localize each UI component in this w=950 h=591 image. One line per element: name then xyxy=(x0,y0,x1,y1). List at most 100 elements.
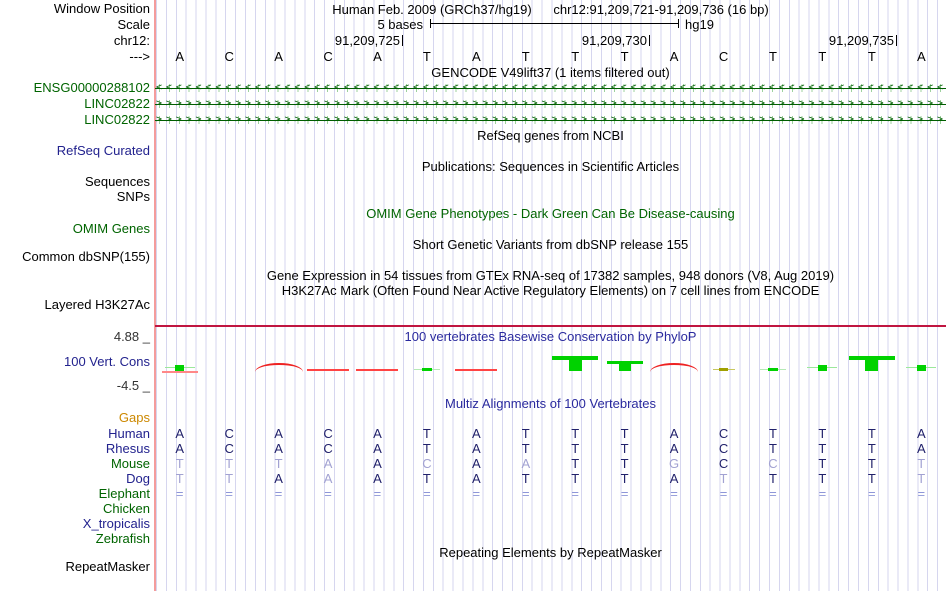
conservation-mark xyxy=(650,363,699,372)
h3k27ac-baseline xyxy=(155,325,946,327)
alignment-base: A xyxy=(323,456,333,471)
alignment-base: = xyxy=(472,486,481,501)
repeatmasker-label[interactable]: RepeatMasker xyxy=(65,559,150,574)
species-label-rhesus[interactable]: Rhesus xyxy=(105,441,150,456)
alignment-base: A xyxy=(521,456,531,471)
alignment-base: T xyxy=(175,471,184,486)
scale-ruler xyxy=(430,19,679,28)
conservation-mark xyxy=(767,368,778,371)
conservation-mark xyxy=(421,368,432,371)
alignment-base: A xyxy=(274,441,283,456)
alignment-base: = xyxy=(423,486,431,501)
alignment-base: T xyxy=(422,426,431,441)
multiz-track-title: Multiz Alignments of 100 Vertebrates xyxy=(444,396,656,411)
ruler-number: 91,209,725 xyxy=(334,33,400,48)
conservation-mark xyxy=(817,365,827,371)
snps-label[interactable]: SNPs xyxy=(116,189,150,204)
species-label-elephant[interactable]: Elephant xyxy=(98,486,150,501)
ruler-tick xyxy=(896,35,897,46)
species-label-chicken[interactable]: Chicken xyxy=(103,501,150,516)
alignment-base: A xyxy=(373,471,382,486)
base-letter: T xyxy=(768,49,777,64)
gaps-label[interactable]: Gaps xyxy=(118,410,150,425)
ruler-number: 91,209,735 xyxy=(828,33,894,48)
alignment-base: T xyxy=(917,471,926,486)
scale-label: Scale xyxy=(117,17,150,32)
conservation-mark xyxy=(356,369,399,371)
base-letter: T xyxy=(422,49,431,64)
species-label-mouse[interactable]: Mouse xyxy=(110,456,150,471)
alignment-base: = xyxy=(868,486,876,501)
alignment-base: T xyxy=(620,426,629,441)
ruler-number: 91,209,730 xyxy=(581,33,647,48)
base-letter: C xyxy=(718,49,729,64)
alignment-base: T xyxy=(867,471,876,486)
conservation-wiggle-track[interactable] xyxy=(155,350,946,382)
base-letter: A xyxy=(175,49,185,64)
layered-h3k27ac-label[interactable]: Layered H3K27Ac xyxy=(44,297,150,312)
alignment-base: T xyxy=(422,441,431,456)
ruler-tick xyxy=(649,35,650,46)
sequences-label[interactable]: Sequences xyxy=(84,174,150,189)
alignment-base: C xyxy=(323,426,333,441)
gene-label-ensg[interactable]: ENSG00000288102 xyxy=(33,80,150,95)
base-letter: A xyxy=(669,49,679,64)
alignment-base: = xyxy=(373,486,382,501)
alignment-base: T xyxy=(867,426,876,441)
alignment-base: = xyxy=(521,486,530,501)
base-letter: C xyxy=(224,49,234,64)
cons-max-label: 4.88 _ xyxy=(113,329,150,344)
conservation-track-title: 100 vertebrates Basewise Conservation by… xyxy=(404,329,697,344)
alignment-base: = xyxy=(324,486,332,501)
alignment-base: = xyxy=(620,486,629,501)
alignment-base: C xyxy=(224,441,234,456)
omim-genes-label[interactable]: OMIM Genes xyxy=(72,221,150,236)
species-label-human[interactable]: Human xyxy=(108,426,150,441)
gene-item-linc02822-2[interactable]: >>>>>>>>>>>>>>>>>>>>>>>>>>>>>>>>>>>>>>>>… xyxy=(155,113,946,127)
gene-item-linc02822-1[interactable]: >>>>>>>>>>>>>>>>>>>>>>>>>>>>>>>>>>>>>>>>… xyxy=(155,97,946,111)
common-dbsnp-label[interactable]: Common dbSNP(155) xyxy=(22,249,150,264)
alignment-base: A xyxy=(274,426,283,441)
alignment-base: T xyxy=(818,456,827,471)
alignment-base: T xyxy=(422,471,431,486)
base-letter: T xyxy=(818,49,827,64)
alignment-base: = xyxy=(769,486,777,501)
species-label-x_tropicalis[interactable]: X_tropicalis xyxy=(82,516,150,531)
alignment-base: A xyxy=(472,471,481,486)
alignment-base: A xyxy=(669,441,679,456)
gene-item-ensg[interactable]: <<<<<<<<<<<<<<<<<<<<<<<<<<<<<<<<<<<<<<<<… xyxy=(155,81,946,95)
alignment-base: T xyxy=(225,471,234,486)
species-label-dog[interactable]: Dog xyxy=(126,471,150,486)
alignment-base: = xyxy=(670,486,678,501)
alignment-base: T xyxy=(571,426,580,441)
alignment-row-x_tropicalis xyxy=(155,516,946,531)
alignment-base: A xyxy=(373,426,382,441)
alignment-base: C xyxy=(718,426,729,441)
conservation-mark xyxy=(175,365,185,371)
base-letter: T xyxy=(867,49,876,64)
alignment-base: T xyxy=(818,471,827,486)
left-guide-line xyxy=(154,0,156,591)
base-letter: A xyxy=(472,49,481,64)
alignment-base: T xyxy=(175,456,184,471)
strand-arrow-label[interactable]: ---> xyxy=(129,49,150,64)
alignment-base: A xyxy=(916,441,926,456)
base-letter: T xyxy=(571,49,580,64)
gene-line xyxy=(155,120,946,121)
h3k27ac-track-title: H3K27Ac Mark (Often Found Near Active Re… xyxy=(281,283,820,298)
refseq-curated-label[interactable]: RefSeq Curated xyxy=(56,143,150,158)
species-label-zebrafish[interactable]: Zebrafish xyxy=(95,531,150,546)
gene-label-linc02822-2[interactable]: LINC02822 xyxy=(84,112,150,127)
alignment-base: T xyxy=(620,456,629,471)
alignment-base: A xyxy=(916,426,926,441)
alignment-row-zebrafish xyxy=(155,531,946,546)
vert-cons-label[interactable]: 100 Vert. Cons xyxy=(64,354,150,369)
gene-label-linc02822-1[interactable]: LINC02822 xyxy=(84,96,150,111)
base-letter: T xyxy=(620,49,629,64)
alignment-base: T xyxy=(620,471,629,486)
alignment-base: C xyxy=(224,426,234,441)
alignment-base: T xyxy=(818,441,827,456)
